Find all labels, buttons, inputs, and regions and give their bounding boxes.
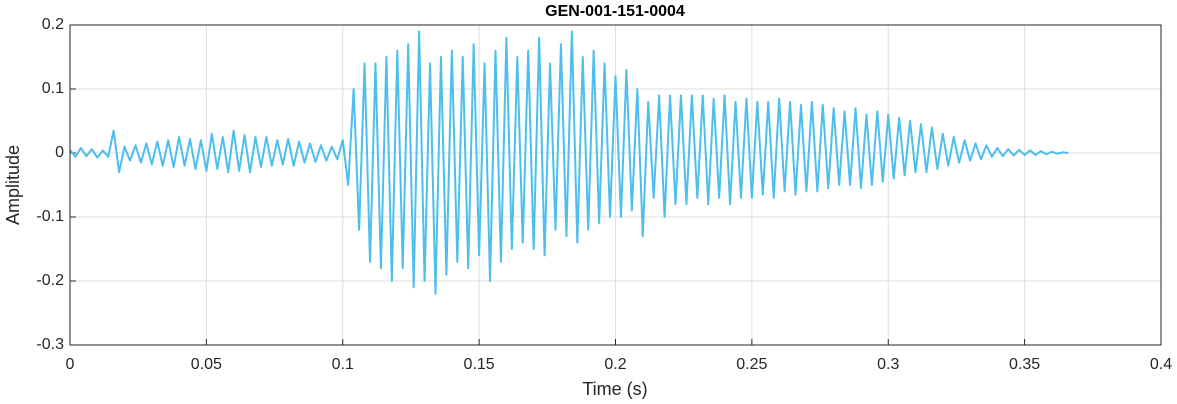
axes-box	[69, 24, 1162, 346]
x-axis-label: Time (s)	[582, 379, 647, 399]
y-tick-label: 0.1	[42, 80, 64, 97]
x-tick-label: 0.1	[332, 356, 354, 373]
y-axis-label: Amplitude	[3, 145, 23, 225]
y-tick-label: -0.2	[36, 272, 64, 289]
chart-title: GEN-001-151-0004	[545, 3, 685, 20]
x-tick-label: 0.4	[1150, 356, 1172, 373]
x-tick-label: 0.2	[604, 356, 626, 373]
x-tick-label: 0	[66, 356, 75, 373]
x-tick-label: 0.3	[877, 356, 899, 373]
waveform	[69, 30, 1069, 295]
x-tick-label: 0.35	[1009, 356, 1040, 373]
y-tick-label: -0.1	[36, 208, 64, 225]
y-tick-label: 0.2	[42, 16, 64, 33]
x-tick-label: 0.05	[191, 356, 222, 373]
x-tick-label: 0.25	[736, 356, 767, 373]
y-tick-label: 0	[55, 144, 64, 161]
y-tick-label: -0.3	[36, 336, 64, 353]
x-tick-label: 0.15	[464, 356, 495, 373]
